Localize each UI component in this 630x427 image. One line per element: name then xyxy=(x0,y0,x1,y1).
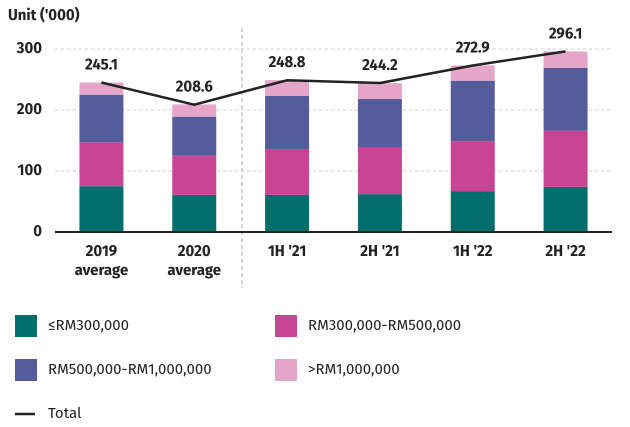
total-label: 296.1 xyxy=(549,24,583,42)
bar-segment xyxy=(357,147,402,195)
bar-segment xyxy=(172,194,217,232)
x-tick-label: 2019 average xyxy=(75,242,129,279)
bar-segment xyxy=(543,51,588,68)
bar-segment xyxy=(450,80,495,142)
x-tick-label: 2020 average xyxy=(167,242,221,279)
bar-segment xyxy=(357,194,402,232)
y-tick-label: 200 xyxy=(17,100,43,118)
total-label: 245.1 xyxy=(85,55,118,73)
bar-segment xyxy=(265,80,310,96)
bar-segment xyxy=(543,186,588,232)
bar-segment xyxy=(543,67,588,131)
total-label: 272.9 xyxy=(456,39,490,57)
bar-segment xyxy=(265,149,310,195)
y-tick-label: 0 xyxy=(33,222,42,240)
legend-label: RM500,000-RM1,000,000 xyxy=(48,360,212,378)
bar-segment xyxy=(265,95,310,150)
y-tick-label: 300 xyxy=(16,39,43,57)
x-tick-label: 1H '21 xyxy=(268,242,306,260)
bar-segment xyxy=(79,142,124,187)
bar-segment xyxy=(450,65,495,81)
legend-label: ≤RM300,000 xyxy=(48,316,129,334)
legend-label: RM300,000-RM500,000 xyxy=(308,316,461,334)
bar-segment xyxy=(357,83,402,100)
bar-segment xyxy=(79,186,124,232)
legend-swatch xyxy=(15,359,37,381)
y-tick-label: 100 xyxy=(17,161,42,179)
bar-segment xyxy=(79,82,124,95)
total-label: 248.8 xyxy=(269,53,306,71)
legend-label: >RM1,000,000 xyxy=(308,360,400,378)
x-tick-label-line: average xyxy=(75,261,129,279)
bar-segment xyxy=(265,194,310,232)
total-line xyxy=(101,50,566,107)
bar-segment xyxy=(172,155,217,195)
x-tick-label-line: 2019 xyxy=(86,242,118,260)
bar-segment xyxy=(172,104,217,117)
x-tick-label: 2H '21 xyxy=(360,242,399,260)
bar-segment xyxy=(543,130,588,187)
legend-label: Total xyxy=(48,404,82,422)
legend-swatch xyxy=(275,315,297,337)
bar-segment xyxy=(450,141,495,192)
x-tick-label: 1H '22 xyxy=(453,242,493,260)
total-label: 208.6 xyxy=(176,78,214,96)
bar-segment xyxy=(450,191,495,232)
bar-segment xyxy=(172,116,217,156)
x-tick-label-line: average xyxy=(167,261,221,279)
bar-segment xyxy=(79,94,124,143)
legend-swatch xyxy=(15,315,37,337)
y-axis-title: Unit ('000) xyxy=(8,6,80,24)
total-label: 244.2 xyxy=(362,56,398,74)
legend-swatch xyxy=(275,359,297,381)
x-tick-label-line: 2020 xyxy=(178,242,211,260)
x-tick-label: 2H '22 xyxy=(545,242,586,260)
bar-segment xyxy=(357,99,402,148)
